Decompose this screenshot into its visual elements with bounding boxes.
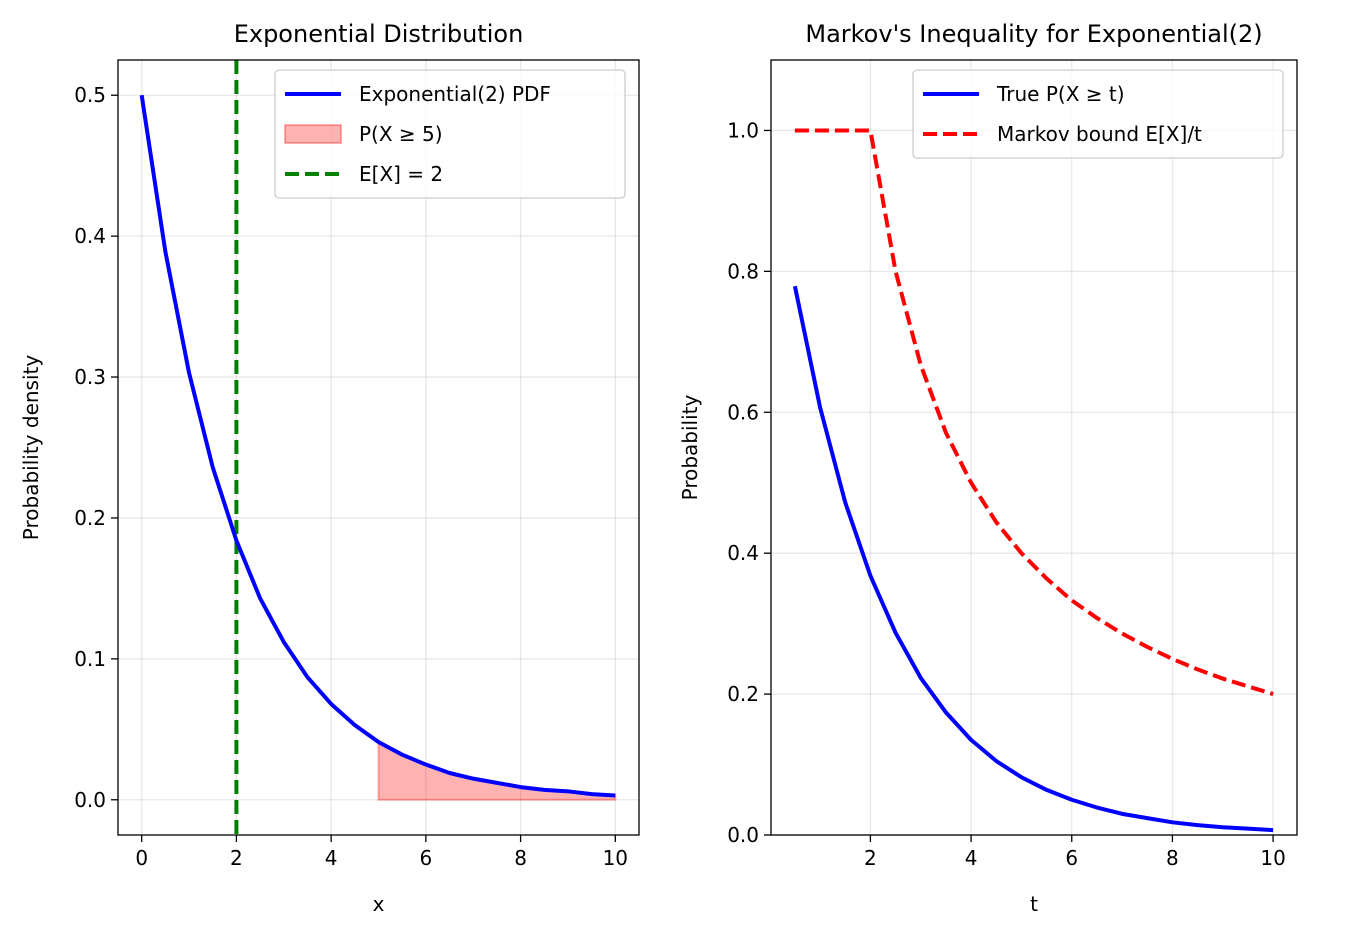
x-axis-ticks: 0 2 4 6 8 10 xyxy=(135,835,628,870)
legend: Exponential(2) PDF P(X ≥ 5) E[X] = 2 xyxy=(274,69,626,199)
panel-exponential-distribution: 0 2 4 6 8 10 0.0 0.1 0.2 0.3 0.4 0.5 Exponential D… xyxy=(19,20,640,916)
y-tick-label: 1.0 xyxy=(727,118,759,142)
x-axis-ticks: 2 4 6 8 10 xyxy=(864,835,1286,870)
y-tick-label: 0.0 xyxy=(727,823,759,847)
y-tick-label: 0.6 xyxy=(727,400,759,424)
legend-swatch xyxy=(284,124,342,144)
y-tick-label: 0.1 xyxy=(74,647,106,671)
legend-box xyxy=(912,69,1284,159)
x-axis-label: t xyxy=(1030,892,1038,916)
x-tick-label: 6 xyxy=(1065,846,1078,870)
chart-title: Exponential Distribution xyxy=(234,20,524,48)
axes-frame xyxy=(117,59,640,836)
x-tick-label: 6 xyxy=(419,846,432,870)
legend-label: Exponential(2) PDF xyxy=(359,82,551,106)
legend-label: E[X] = 2 xyxy=(359,162,443,186)
legend-label: True P(X ≥ t) xyxy=(996,82,1125,106)
x-tick-label: 4 xyxy=(965,846,978,870)
y-axis-label: Probability density xyxy=(19,355,43,541)
legend-label: P(X ≥ 5) xyxy=(359,122,443,146)
x-axis-label: x xyxy=(373,892,385,916)
y-axis-ticks: 0.0 0.1 0.2 0.3 0.4 0.5 xyxy=(74,83,118,812)
x-tick-label: 4 xyxy=(325,846,338,870)
y-tick-label: 0.4 xyxy=(727,541,759,565)
y-tick-label: 0.2 xyxy=(727,682,759,706)
legend-box xyxy=(274,69,626,199)
x-tick-label: 8 xyxy=(1166,846,1179,870)
y-axis-label: Probability xyxy=(678,394,702,500)
y-tick-label: 0.8 xyxy=(727,259,759,283)
x-tick-label: 2 xyxy=(230,846,243,870)
plot-marks xyxy=(792,128,1274,833)
legend: True P(X ≥ t) Markov bound E[X]/t xyxy=(912,69,1284,159)
y-tick-label: 0.0 xyxy=(74,788,106,812)
chart-title: Markov's Inequality for Exponential(2) xyxy=(805,20,1262,48)
plot-marks xyxy=(139,60,617,835)
axes-frame xyxy=(770,59,1298,836)
line-series-0 xyxy=(792,285,1274,833)
x-tick-label: 10 xyxy=(1260,846,1285,870)
x-tick-label: 0 xyxy=(135,846,148,870)
y-axis-ticks: 0.0 0.2 0.4 0.6 0.8 1.0 xyxy=(727,118,771,847)
y-tick-label: 0.5 xyxy=(74,83,106,107)
y-tick-label: 0.2 xyxy=(74,506,106,530)
legend-label: Markov bound E[X]/t xyxy=(997,122,1202,146)
x-tick-label: 8 xyxy=(514,846,527,870)
x-tick-label: 10 xyxy=(603,846,628,870)
panel-markov-inequality: 2 4 6 8 10 0.0 0.2 0.4 0.6 0.8 1.0 Markov's Inequ… xyxy=(678,20,1298,916)
x-tick-label: 2 xyxy=(864,846,877,870)
y-tick-label: 0.3 xyxy=(74,365,106,389)
line-series-1 xyxy=(794,128,1274,697)
y-tick-label: 0.4 xyxy=(74,224,106,248)
